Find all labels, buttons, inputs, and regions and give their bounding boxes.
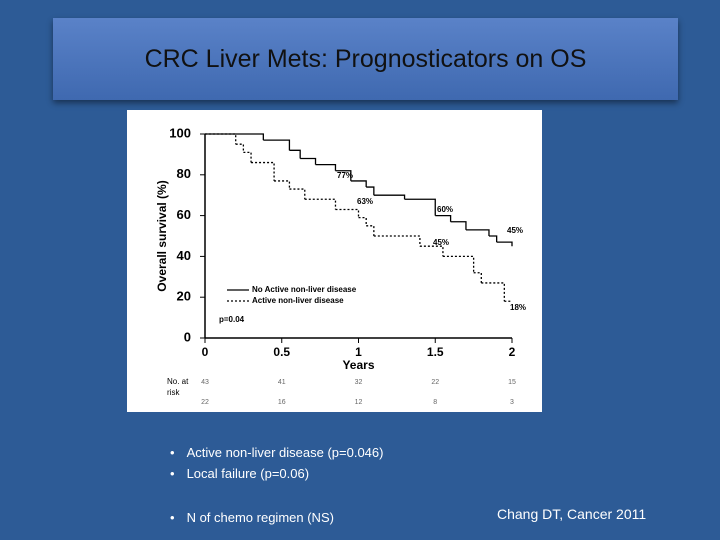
y-tick-label: 0: [184, 329, 191, 344]
y-tick-label: 60: [177, 207, 191, 222]
annotation: 45%: [507, 226, 523, 235]
survival-step: [488, 235, 498, 243]
survival-step: [304, 198, 337, 210]
survival-step: [335, 170, 352, 181]
at-risk-count: 12: [355, 399, 363, 406]
citation: Chang DT, Cancer 2011: [497, 506, 647, 522]
survival-step: [450, 221, 467, 230]
bullet: Active non-liver disease (p=0.046): [170, 445, 384, 460]
survival-step: [366, 225, 375, 236]
x-tick-label: 2: [509, 345, 516, 359]
survival-step: [350, 180, 367, 188]
survival-step: [263, 139, 291, 151]
survival-step: [205, 133, 264, 141]
survival-step: [481, 282, 505, 302]
survival-step: [435, 214, 452, 222]
y-tick-label: 80: [177, 166, 191, 181]
y-tick-label: 20: [177, 289, 191, 304]
x-tick-label: 0.5: [273, 345, 290, 359]
survival-step: [289, 149, 301, 159]
x-tick-label: 1: [355, 345, 362, 359]
survival-step: [465, 229, 490, 236]
annotation: 63%: [357, 197, 373, 206]
survival-step: [235, 143, 245, 153]
survival-step: [358, 216, 367, 226]
at-risk-count: 15: [508, 379, 516, 386]
survival-step: [373, 194, 406, 200]
bullet: Local failure (p=0.06): [170, 466, 310, 481]
survival-step: [373, 235, 421, 247]
title-box: CRC Liver Mets: Prognosticators on OS: [53, 18, 678, 100]
annotation: 45%: [433, 238, 449, 247]
slide-title: CRC Liver Mets: Prognosticators on OS: [144, 44, 587, 73]
legend-label: No Active non-liver disease: [252, 285, 357, 294]
y-tick-label: 100: [169, 125, 191, 140]
annotation: 60%: [437, 205, 453, 214]
survival-step: [315, 163, 337, 171]
chart: 0 20 40 60 80 100 0 0.5 1 1.5 2 Years Overall surviv…: [127, 110, 542, 412]
survival-step: [289, 188, 306, 200]
at-risk-count: 32: [355, 379, 363, 386]
legend-label: Active non-liver disease: [252, 296, 344, 305]
at-risk-count: 43: [201, 379, 209, 386]
survival-step: [442, 255, 475, 273]
at-risk-label: risk: [167, 388, 180, 397]
survival-step: [335, 208, 360, 218]
at-risk-count: 3: [510, 399, 514, 406]
survival-step: [496, 241, 513, 247]
at-risk-count: 22: [431, 379, 439, 386]
x-tick-label: 1.5: [427, 345, 444, 359]
survival-step: [251, 161, 275, 181]
survival-step: [205, 133, 237, 145]
at-risk-label: No. at: [167, 377, 189, 386]
survival-step: [243, 151, 252, 163]
bullet: N of chemo regimen (NS): [170, 510, 334, 525]
x-axis-label: Years: [342, 358, 374, 372]
survival-step: [473, 272, 482, 283]
survival-step: [366, 186, 375, 196]
survival-step: [274, 180, 291, 190]
y-axis-label: Overall survival (%): [155, 180, 169, 291]
at-risk-count: 22: [201, 399, 209, 406]
annotation: 18%: [510, 303, 526, 312]
survival-step: [419, 245, 444, 257]
y-tick-label: 40: [177, 248, 191, 263]
survival-step: [300, 157, 317, 165]
survival-step: [404, 198, 436, 216]
at-risk-count: 16: [278, 399, 286, 406]
annotation: p=0.04: [219, 315, 245, 324]
at-risk-count: 41: [278, 379, 286, 386]
at-risk-count: 8: [433, 399, 437, 406]
annotation: 77%: [337, 171, 353, 180]
x-tick-label: 0: [202, 345, 209, 359]
